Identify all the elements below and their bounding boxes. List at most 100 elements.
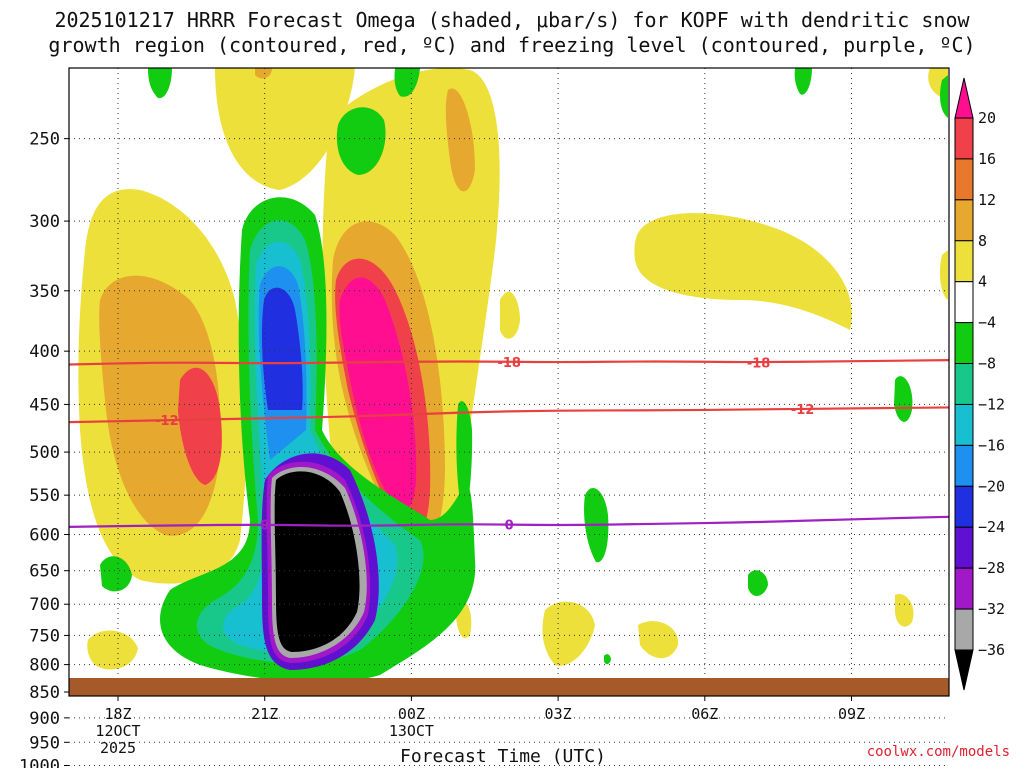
plot-frame <box>68 67 950 697</box>
omega-region-top-orange <box>445 88 475 192</box>
colorbar-swatch <box>954 363 974 405</box>
omega-region-center-pink <box>339 277 417 510</box>
colorbar-swatch <box>954 444 974 487</box>
y-tick-label: 350 <box>29 282 60 302</box>
colorbar-label: −20 <box>978 477 1005 495</box>
contour-line--18 <box>69 359 950 366</box>
x-tick-label: 18Z <box>104 705 131 723</box>
omega-region-green-blob-top <box>336 107 386 175</box>
y-axis: 250 300 350 400 450 500 550 600 650 700 750 800 850 9… <box>19 130 69 768</box>
colorbar-label: −4 <box>978 314 996 332</box>
omega-region-green-blob-top-2 <box>394 68 420 97</box>
omega-region-green-blob-top-4 <box>794 68 812 95</box>
colorbar-label: 8 <box>978 232 987 250</box>
omega-region-green-blob-5 <box>456 401 473 516</box>
colorbar-label: −36 <box>978 641 1005 659</box>
x-tick-label: 21Z <box>251 705 278 723</box>
colorbar-swatch <box>954 567 974 610</box>
omega-region-green-blob-9 <box>748 570 768 596</box>
colorbar-swatch <box>954 117 974 160</box>
omega-region-green-blob-7 <box>894 376 913 422</box>
omega-region-top-orange-2 <box>255 68 272 79</box>
y-tick-label: 950 <box>29 733 60 753</box>
omega-region-top-yellow <box>215 68 355 190</box>
x-tick-label: 06Z <box>691 705 718 723</box>
colorbar-label: 20 <box>978 109 996 127</box>
x-tick-label: 00Z <box>398 705 425 723</box>
omega-region-right-yellow <box>634 213 852 330</box>
x-axis-title: Forecast Time (UTC) <box>400 746 606 767</box>
y-tick-label: 750 <box>29 626 60 646</box>
chart-title-line-2: growth region (contoured, red, ºC) and f… <box>48 33 976 57</box>
colorbar-swatch <box>954 485 974 528</box>
y-tick-label: 800 <box>29 656 60 676</box>
omega-region-left-red <box>178 367 222 485</box>
y-tick-label: 700 <box>29 595 60 615</box>
ground-surface <box>69 678 949 696</box>
contour-line-0 <box>69 515 950 529</box>
contour-line--12 <box>69 406 950 424</box>
colorbar-label: −28 <box>978 559 1005 577</box>
colorbar: 20 16 12 8 4 −4 −8 −12 −16 −20 −24 −28 −32 −36 <box>954 77 1005 691</box>
colorbar-swatch <box>954 281 974 324</box>
omega-region-ascent-darkblue <box>261 287 303 410</box>
colorbar-top-arrow <box>954 77 974 119</box>
x-tick-label: 2025 <box>100 739 136 757</box>
y-tick-label: 550 <box>29 486 60 506</box>
x-tick-label: 12OCT <box>95 722 140 740</box>
y-tick-label: 300 <box>29 212 60 232</box>
colorbar-label: −16 <box>978 436 1005 454</box>
colorbar-swatch <box>954 158 974 201</box>
contour-label: -12 <box>155 414 179 429</box>
omega-region-small-yellow-7 <box>940 250 948 300</box>
colorbar-swatch <box>954 608 974 651</box>
temperature-contours: -18 -18 -12 -12 0 0 <box>69 356 950 534</box>
y-tick-label: 250 <box>29 130 60 150</box>
omega-region-small-yellow-1 <box>500 291 520 339</box>
y-tick-label: 450 <box>29 395 60 415</box>
omega-region-green-blob-8 <box>100 556 132 592</box>
grid <box>69 68 949 766</box>
colorbar-label: 12 <box>978 191 996 209</box>
y-tick-label: 900 <box>29 709 60 729</box>
omega-region-green-blob-top-3 <box>148 68 172 99</box>
colorbar-swatch <box>954 240 974 283</box>
x-tick-label: 03Z <box>545 705 572 723</box>
source-watermark: coolwx.com/models <box>866 744 1010 760</box>
colorbar-swatch <box>954 322 974 365</box>
colorbar-swatch <box>954 526 974 569</box>
y-tick-label: 500 <box>29 443 60 463</box>
colorbar-label: −32 <box>978 600 1005 618</box>
contour-label: -12 <box>791 403 815 418</box>
omega-region-small-yellow-2 <box>542 601 595 666</box>
omega-field <box>78 68 948 683</box>
y-tick-label: 1000 <box>19 757 60 768</box>
colorbar-swatch <box>954 403 974 446</box>
omega-region-green-blob-11 <box>604 654 611 665</box>
colorbar-label: −24 <box>978 518 1005 536</box>
colorbar-bottom-arrow <box>954 649 974 691</box>
colorbar-label: −12 <box>978 395 1005 413</box>
omega-region-small-yellow-5 <box>87 630 138 670</box>
y-tick-label: 400 <box>29 342 60 362</box>
y-tick-label: 650 <box>29 562 60 582</box>
colorbar-label: 4 <box>978 273 987 291</box>
x-tick-label: 09Z <box>838 705 865 723</box>
omega-region-small-yellow-3 <box>638 621 679 659</box>
contour-label: -18 <box>497 356 521 371</box>
contour-label: 0 <box>260 519 269 534</box>
omega-region-upper-left-orange <box>99 275 221 536</box>
y-tick-label: 600 <box>29 526 60 546</box>
chart-title-line-1: 2025101217 HRRR Forecast Omega (shaded, … <box>54 8 970 32</box>
omega-region-ascent-black-core <box>274 471 360 652</box>
contour-label: 0 <box>505 519 514 534</box>
omega-region-small-yellow-4 <box>895 594 914 627</box>
y-tick-label: 850 <box>29 683 60 703</box>
colorbar-label: 16 <box>978 150 996 168</box>
colorbar-label: −8 <box>978 355 996 373</box>
colorbar-swatch <box>954 199 974 242</box>
contour-label: -18 <box>747 356 771 371</box>
omega-region-green-blob-10 <box>940 75 948 118</box>
